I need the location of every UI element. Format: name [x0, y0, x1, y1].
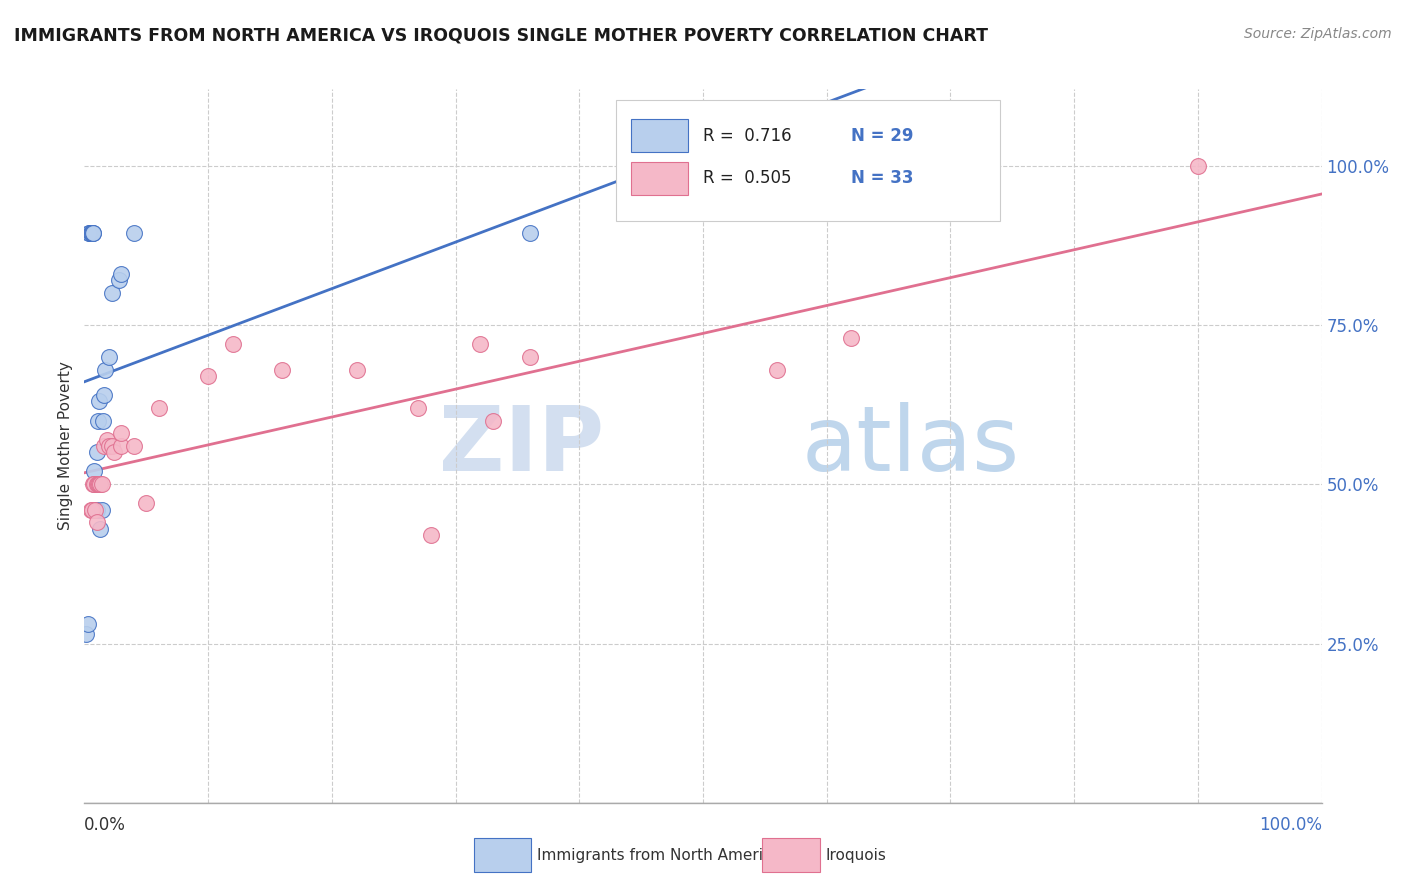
Point: [84, 502, 107, 516]
Point: [841, 331, 863, 345]
Point: [83, 465, 105, 479]
Point: [519, 226, 541, 240]
Point: [79, 226, 101, 240]
FancyBboxPatch shape: [631, 162, 688, 194]
Point: [108, 273, 131, 287]
Point: [80, 502, 103, 516]
Point: [82, 226, 104, 240]
Point: [93, 388, 115, 402]
Point: [98, 439, 121, 453]
Point: [75, 627, 97, 641]
Text: R =  0.716: R = 0.716: [703, 127, 792, 145]
Point: [89, 477, 111, 491]
Point: [100, 439, 122, 453]
Point: [271, 362, 294, 376]
Point: [89, 522, 111, 536]
Point: [96, 433, 118, 447]
Point: [100, 286, 122, 301]
Point: [110, 439, 132, 453]
Point: [86, 445, 108, 459]
Point: [346, 362, 368, 376]
Point: [89, 477, 111, 491]
Point: [766, 362, 789, 376]
Point: [148, 401, 170, 415]
Point: [90, 477, 112, 491]
Point: [110, 426, 132, 441]
Point: [94, 362, 117, 376]
Point: [80, 226, 103, 240]
Text: Source: ZipAtlas.com: Source: ZipAtlas.com: [1244, 27, 1392, 41]
Point: [86, 516, 108, 530]
FancyBboxPatch shape: [616, 100, 1000, 221]
Point: [481, 413, 503, 427]
Text: ZIP: ZIP: [439, 402, 605, 490]
Point: [79, 502, 101, 516]
Point: [87, 477, 110, 491]
Point: [77, 617, 100, 632]
Point: [84, 477, 107, 491]
Text: Iroquois: Iroquois: [825, 848, 886, 863]
Point: [83, 477, 105, 491]
Point: [135, 496, 157, 510]
Point: [197, 368, 219, 383]
Point: [470, 337, 492, 351]
Point: [89, 394, 111, 409]
Point: [79, 226, 101, 240]
Point: [82, 226, 104, 240]
Point: [84, 477, 107, 491]
Text: 0.0%: 0.0%: [84, 816, 127, 834]
Point: [110, 267, 132, 281]
Point: [122, 439, 145, 453]
Point: [86, 502, 108, 516]
Text: Immigrants from North America: Immigrants from North America: [537, 848, 780, 863]
Point: [87, 413, 110, 427]
FancyBboxPatch shape: [631, 120, 688, 152]
Point: [79, 226, 101, 240]
Point: [93, 439, 115, 453]
Text: N = 29: N = 29: [852, 127, 914, 145]
Point: [90, 502, 112, 516]
Point: [222, 337, 245, 351]
Point: [103, 445, 125, 459]
Point: [91, 413, 114, 427]
Point: [86, 477, 108, 491]
Point: [408, 401, 430, 415]
Point: [98, 350, 121, 364]
Point: [80, 226, 103, 240]
Point: [1187, 159, 1209, 173]
Point: [83, 502, 105, 516]
Point: [122, 226, 145, 240]
Point: [79, 226, 101, 240]
Y-axis label: Single Mother Poverty: Single Mother Poverty: [58, 361, 73, 531]
Text: atlas: atlas: [801, 402, 1021, 490]
Text: 100.0%: 100.0%: [1258, 816, 1322, 834]
Point: [419, 528, 441, 542]
Text: N = 33: N = 33: [852, 169, 914, 187]
Text: IMMIGRANTS FROM NORTH AMERICA VS IROQUOIS SINGLE MOTHER POVERTY CORRELATION CHAR: IMMIGRANTS FROM NORTH AMERICA VS IROQUOI…: [14, 27, 988, 45]
Point: [82, 477, 104, 491]
Text: R =  0.505: R = 0.505: [703, 169, 792, 187]
Point: [519, 350, 541, 364]
